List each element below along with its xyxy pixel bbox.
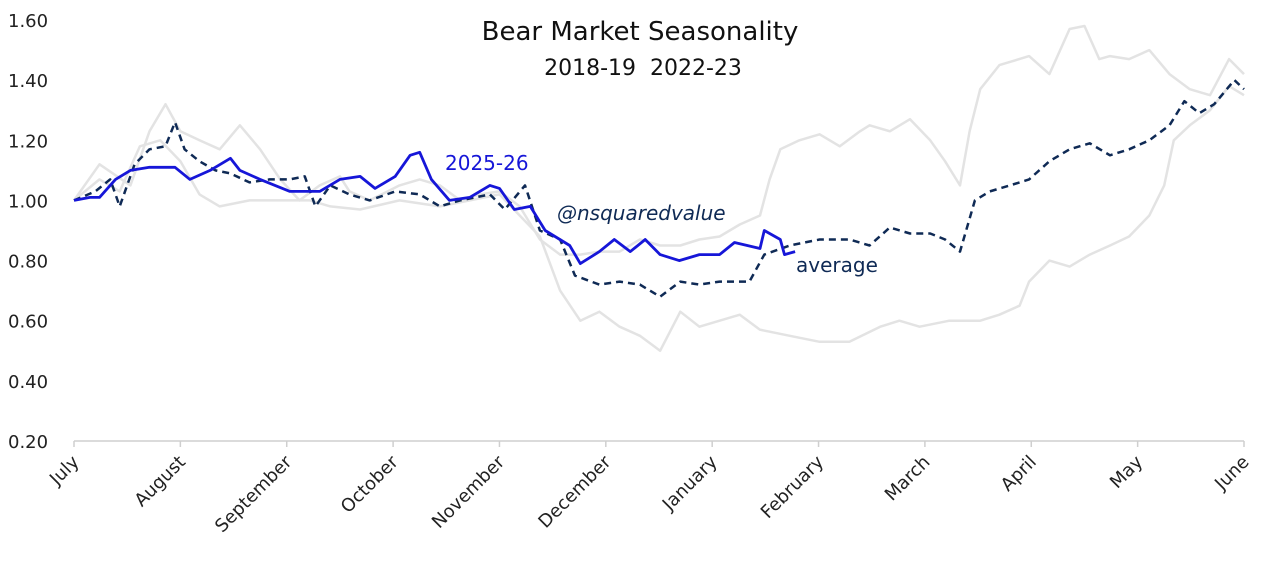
x-tick-label: November [428,451,509,532]
history-series-line-1 [73,84,1245,353]
x-tick-label: January [658,451,722,515]
y-tick-label: 0.60 [8,312,48,333]
chart-subtitle: 2018-19 2022-23 [544,56,742,81]
y-tick-label: 0.80 [8,252,48,273]
y-tick-label: 1.20 [8,131,48,152]
x-tick-label: February [757,451,828,522]
y-tick-label: 1.40 [8,71,48,92]
x-tick-label: September [211,451,297,537]
x-tick-label: June [1210,452,1253,495]
average-series-line [73,78,1245,298]
x-tick-label: July [45,451,84,490]
chart-title: Bear Market Seasonality [482,17,799,47]
x-tick-label: October [337,451,403,517]
current-series-label: 2025-26 [445,151,529,175]
y-tick-label: 1.60 [8,11,48,32]
y-tick-label: 0.20 [8,432,48,453]
x-tick-label: December [535,451,616,532]
current-2025-26-series-line [73,150,796,265]
history-series-line-0 [72,24,1245,256]
y-tick-label: 1.00 [8,191,48,212]
x-tick-label: April [997,452,1041,496]
x-tick-label: August [131,452,190,511]
average-series-label: average [796,253,878,277]
watermark-label: @nsquaredvalue [557,201,726,225]
y-tick-label: 0.40 [8,372,48,393]
x-tick-label: May [1106,451,1147,492]
x-tick-label: March [881,452,935,506]
